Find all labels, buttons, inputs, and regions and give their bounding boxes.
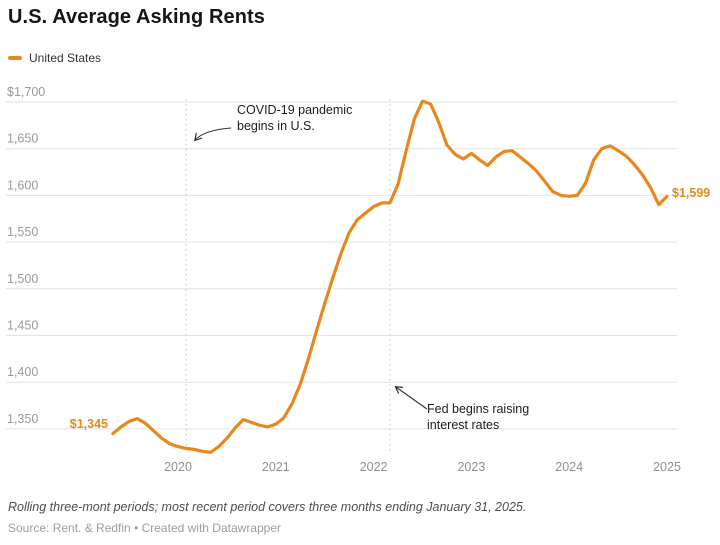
svg-text:2021: 2021 [262, 460, 290, 474]
legend-label: United States [29, 51, 102, 65]
first-value-label: $1,345 [69, 417, 108, 431]
legend: United States [8, 51, 101, 65]
svg-text:2023: 2023 [457, 460, 485, 474]
last-value-label: $1,599 [672, 186, 711, 200]
chart-source: Source: Rent. & Redfin • Created with Da… [8, 521, 281, 535]
svg-text:1,350: 1,350 [7, 412, 38, 426]
svg-text:2025: 2025 [653, 460, 681, 474]
page-title: U.S. Average Asking Rents [8, 6, 266, 28]
chart-footnote: Rolling three-mont periods; most recent … [8, 500, 527, 514]
rent-line-series [109, 98, 670, 456]
annotation-fed: Fed begins raising interest rates [427, 402, 530, 433]
svg-text:1,600: 1,600 [7, 178, 38, 192]
event-marker-lines [185, 99, 391, 451]
svg-text:1,550: 1,550 [7, 225, 38, 239]
svg-text:2022: 2022 [360, 460, 388, 474]
svg-text:1,650: 1,650 [7, 132, 38, 146]
annotation-covid: COVID-19 pandemic begins in U.S. [237, 103, 353, 134]
svg-text:1,400: 1,400 [7, 365, 38, 379]
svg-text:2024: 2024 [555, 460, 583, 474]
svg-text:2020: 2020 [164, 460, 192, 474]
gridlines: $1,700 1,650 1,600 1,550 1,500 1,450 1,400 1,35… [6, 85, 677, 430]
legend-line-swatch [8, 56, 22, 60]
svg-text:1,450: 1,450 [7, 319, 38, 333]
svg-text:$1,700: $1,700 [7, 85, 45, 99]
annotation-arrows [193, 127, 428, 410]
x-axis-labels: 2020 2021 2022 2023 2024 2025 [164, 460, 681, 474]
svg-text:1,500: 1,500 [7, 272, 38, 286]
